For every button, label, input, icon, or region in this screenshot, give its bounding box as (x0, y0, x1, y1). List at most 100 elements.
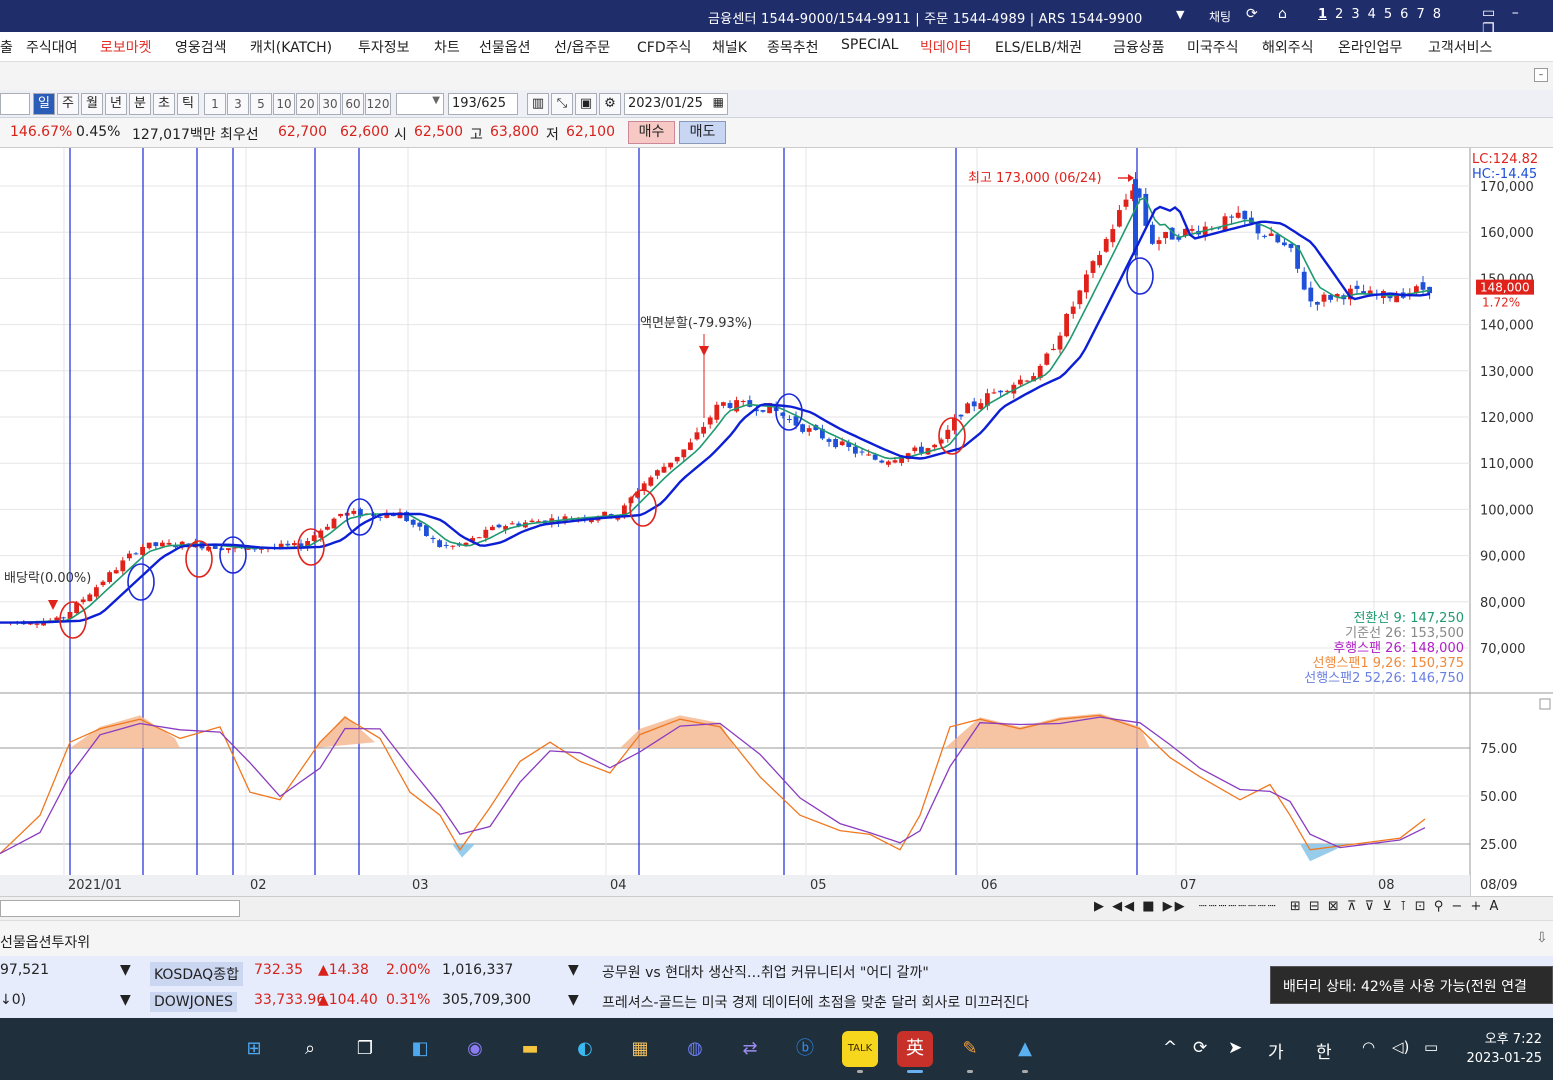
menu-item[interactable]: 선/옵주문 (554, 40, 611, 56)
chat-button[interactable]: 채팅 (1209, 10, 1232, 24)
screen-8-button[interactable]: 8 (1432, 7, 1442, 22)
save-icon[interactable]: ▣ (575, 93, 597, 115)
menu-item[interactable]: 캐치(KATCH) (250, 40, 333, 56)
period-button[interactable]: 초 (153, 93, 175, 115)
menu-item[interactable]: 영웅검색 (175, 40, 227, 56)
wifi-icon[interactable]: ◠ (1362, 1038, 1376, 1056)
screen-7-button[interactable]: 7 (1416, 7, 1425, 22)
task-view-icon[interactable]: ❐ (356, 1038, 374, 1059)
sell-button[interactable]: 매도 (679, 121, 726, 144)
menu-item[interactable]: 빅데이터 (920, 40, 972, 56)
ticker-row[interactable]: ↓0) ▼ DOWJONES 33,733.96 ▲104.40 0.31% 305,709… (0, 986, 1553, 1016)
interval-button[interactable]: 20 (296, 93, 318, 115)
buy-button[interactable]: 매수 (628, 121, 675, 144)
interval-button[interactable]: 5 (250, 93, 272, 115)
volume-icon[interactable]: ◁) (1392, 1038, 1410, 1056)
screen-6-button[interactable]: 6 (1400, 7, 1409, 22)
menu-item[interactable]: CFD주식 (637, 40, 692, 56)
chevron-down-icon[interactable]: ▼ (568, 962, 579, 978)
battery-icon[interactable]: ▭ (1424, 1038, 1439, 1056)
panel-minimize-icon[interactable]: – (1534, 68, 1548, 82)
calendar-icon[interactable]: ▦ (712, 95, 724, 109)
ticker-row[interactable]: 97,521 ▼ KOSDAQ종합 732.35 ▲14.38 2.00% 1,016,33… (0, 956, 1553, 986)
candle-type-icon[interactable]: ▥ (527, 93, 549, 115)
period-button[interactable]: 일 (33, 93, 55, 115)
menu-item[interactable]: 출 (0, 40, 13, 56)
interval-button[interactable]: 10 (273, 93, 295, 115)
minimize-icon[interactable]: – (1511, 5, 1519, 21)
period-button[interactable]: 주 (57, 93, 79, 115)
chevron-down-icon[interactable]: ▼ (1176, 8, 1185, 21)
interval-button[interactable]: 3 (227, 93, 249, 115)
search-icon[interactable]: ⌕ (304, 1038, 316, 1059)
home-icon[interactable]: ⌂ (1278, 6, 1287, 22)
menu-item[interactable]: 고객서비스 (1428, 40, 1493, 56)
chart-nav-controls[interactable]: ▶ ◀◀ ■ ▶▶ ┈┈┈┈┈┈┈┈ ⊞ ⊟ ⊠ ⊼ ⊽ ⊻ ⊺ ⊡ ⚲ − +… (1094, 899, 1501, 914)
interval-button[interactable]: 1 (204, 93, 226, 115)
refresh-icon[interactable]: ⟳ (1246, 6, 1258, 22)
file-explorer-icon[interactable]: ▬ (521, 1038, 539, 1059)
code-input[interactable] (0, 93, 30, 115)
chevron-down-icon[interactable]: ▼ (120, 962, 131, 978)
settings-icon[interactable]: ⚙ (599, 93, 621, 115)
screen-2-button[interactable]: 2 (1335, 7, 1344, 22)
news-headline[interactable]: 프레셔스-골드는 미국 경제 데이터에 초점을 맞춘 달러 회사로 미끄러진다 (602, 995, 1030, 1011)
stock-chart[interactable]: 170,000160,000150,000140,000130,000120,0… (0, 148, 1553, 896)
monitor-icon[interactable]: ▭ (1482, 5, 1496, 21)
screen-3-button[interactable]: 3 (1351, 7, 1360, 22)
menu-item[interactable]: ELS/ELB/채권 (995, 40, 1082, 56)
edge-icon[interactable]: ◐ (577, 1038, 593, 1059)
scroll-thumb[interactable] (0, 900, 240, 917)
kakaotalk-icon[interactable]: TALK (842, 1031, 878, 1067)
nav-buttons[interactable]: ▶ ◀◀ ■ ▶▶ (1094, 899, 1187, 914)
date-field[interactable]: 2023/01/25 ▦ (624, 93, 728, 115)
menu-item[interactable]: 로보마켓 (100, 40, 152, 56)
menu-item[interactable]: 해외주식 (1262, 40, 1314, 56)
chart-tools-icons[interactable]: ⊞ ⊟ ⊠ ⊼ ⊽ ⊻ ⊺ ⊡ ⚲ − + A (1289, 899, 1501, 914)
line-tool-icon[interactable]: ⤡ (551, 93, 573, 115)
period-button[interactable]: 년 (105, 93, 127, 115)
period-button[interactable]: 분 (129, 93, 151, 115)
paint-icon[interactable]: ✎ (962, 1038, 978, 1059)
menu-item[interactable]: 투자정보 (358, 40, 410, 56)
menu-item[interactable]: 종목추천 (767, 40, 819, 56)
teams-icon[interactable]: ◉ (467, 1038, 483, 1059)
chevron-down-icon[interactable]: ▼ (568, 992, 579, 1008)
location-icon[interactable]: ➤ (1228, 1038, 1243, 1058)
sync-icon[interactable]: ⟳ (1193, 1038, 1208, 1058)
period-button[interactable]: 틱 (177, 93, 199, 115)
app2-icon[interactable]: ⇄ (742, 1038, 758, 1059)
chart-scrollbar[interactable]: ▶ ◀◀ ■ ▶▶ ┈┈┈┈┈┈┈┈ ⊞ ⊟ ⊠ ⊼ ⊽ ⊻ ⊺ ⊡ ⚲ − +… (0, 896, 1553, 920)
menu-item[interactable]: 선물옵션 (479, 40, 531, 56)
bing-icon[interactable]: ⓑ (796, 1038, 814, 1059)
menu-item[interactable]: 미국주식 (1187, 40, 1239, 56)
chart-svg[interactable]: 170,000160,000150,000140,000130,000120,0… (0, 148, 1553, 896)
photos-icon[interactable]: ▲ (1018, 1038, 1032, 1059)
ime-mode[interactable]: 가 (1268, 1043, 1284, 1063)
interval-button[interactable]: 30 (319, 93, 341, 115)
ime-lang[interactable]: 한 (1316, 1043, 1332, 1063)
menu-item[interactable]: 온라인업무 (1338, 40, 1403, 56)
app-icon[interactable]: ◍ (687, 1038, 703, 1059)
custom-interval-select[interactable]: ▼ (396, 93, 444, 115)
period-button[interactable]: 월 (81, 93, 103, 115)
widgets-icon[interactable]: ◧ (411, 1038, 429, 1059)
hero-trading-icon[interactable]: 英 (897, 1031, 933, 1067)
screen-1-button[interactable]: 1 (1318, 7, 1328, 22)
menu-item[interactable]: 금융상품 (1113, 40, 1165, 56)
interval-button[interactable]: 60 (342, 93, 364, 115)
menu-item[interactable]: 차트 (434, 40, 460, 56)
count-field[interactable]: 193/625 (448, 93, 518, 115)
windows-start-icon[interactable]: ⊞ (246, 1038, 262, 1059)
chevron-down-icon[interactable]: ▼ (120, 992, 131, 1008)
chevron-up-icon[interactable]: ^ (1163, 1038, 1178, 1058)
interval-button[interactable]: 120 (365, 93, 391, 115)
news-headline[interactable]: 공무원 vs 현대차 생산직…취업 커뮤니티서 "어디 갈까" (602, 965, 929, 981)
menu-item[interactable]: 채널K (712, 40, 747, 56)
screen-4-button[interactable]: 4 (1367, 7, 1376, 22)
clock[interactable]: 오후 7:22 2023-01-25 (1462, 1030, 1542, 1068)
download-icon[interactable]: ⇩ (1536, 930, 1548, 946)
store-icon[interactable]: ▦ (631, 1038, 649, 1059)
menu-item[interactable]: 주식대여 (26, 40, 78, 56)
screen-5-button[interactable]: 5 (1383, 7, 1393, 22)
